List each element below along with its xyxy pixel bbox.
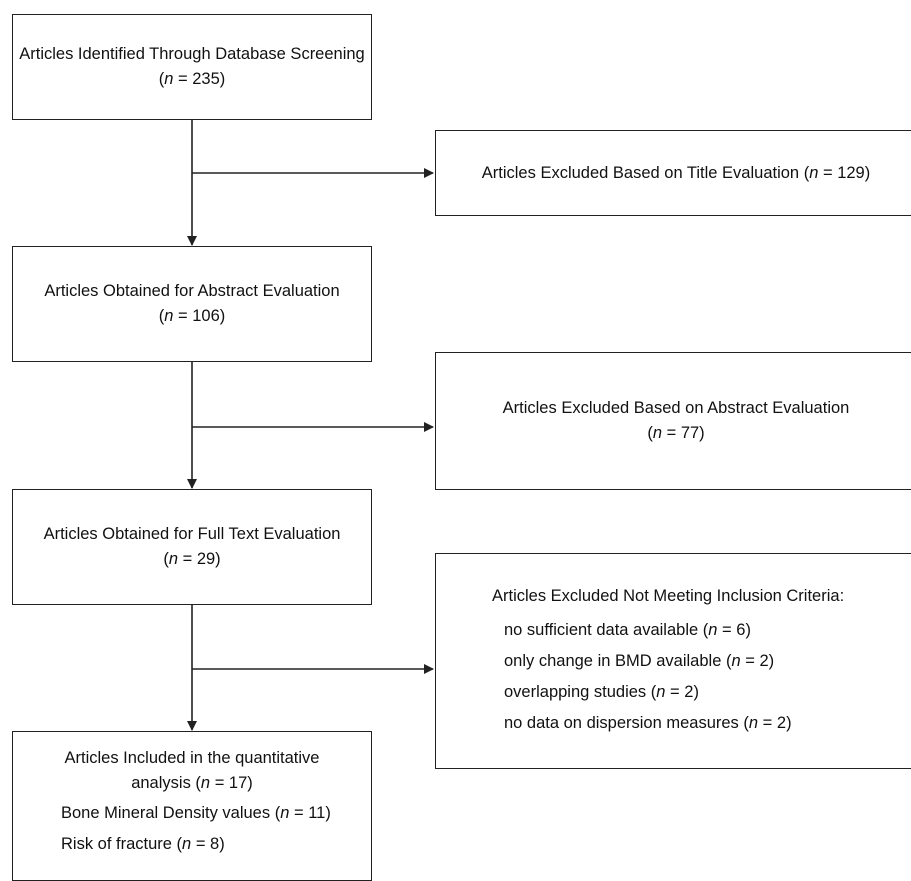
- exclusion-reason: overlapping studies (n = 2): [504, 682, 699, 701]
- exclusion-reasons-list: no sufficient data available (n = 6) onl…: [492, 615, 792, 739]
- box-identified: Articles Identified Through Database Scr…: [12, 14, 372, 120]
- identified-label: Articles Identified Through Database Scr…: [19, 45, 365, 63]
- box-fulltext: Articles Obtained for Full Text Evaluati…: [12, 489, 372, 605]
- included-subgroup: Bone Mineral Density values (n = 11): [61, 804, 331, 822]
- exclusion-reason: no data on dispersion measures (n = 2): [504, 713, 792, 732]
- box-excluded-abstract: Articles Excluded Based on Abstract Eval…: [435, 352, 911, 490]
- identified-count: 235: [192, 70, 220, 88]
- exclusion-reason: only change in BMD available (n = 2): [504, 651, 775, 670]
- excluded-abstract-label: Articles Excluded Based on Abstract Eval…: [502, 399, 850, 417]
- box-included: Articles Included in the quantitative an…: [12, 731, 372, 881]
- included-count: 17: [228, 774, 248, 792]
- exclusion-reason: no sufficient data available (n = 6): [504, 620, 751, 639]
- included-subgroup: Risk of fracture (n = 8): [61, 835, 225, 853]
- box-excluded-criteria: Articles Excluded Not Meeting Inclusion …: [435, 553, 911, 769]
- abstract-label: Articles Obtained for Abstract Evaluatio…: [44, 282, 340, 300]
- excluded-title-label: Articles Excluded Based on Title Evaluat…: [481, 163, 800, 182]
- fulltext-count: 29: [196, 550, 216, 568]
- box-excluded-title: Articles Excluded Based on Title Evaluat…: [435, 130, 911, 216]
- excluded-title-count: 129: [837, 163, 865, 182]
- included-subgroups-list: Bone Mineral Density values (n = 11) Ris…: [13, 798, 371, 860]
- box-abstract: Articles Obtained for Abstract Evaluatio…: [12, 246, 372, 362]
- excluded-abstract-count: 77: [680, 424, 700, 442]
- abstract-count: 106: [192, 307, 220, 325]
- included-label: Articles Included in the quantitative an…: [64, 749, 320, 792]
- fulltext-label: Articles Obtained for Full Text Evaluati…: [43, 525, 341, 543]
- excluded-criteria-label: Articles Excluded Not Meeting Inclusion …: [492, 586, 845, 605]
